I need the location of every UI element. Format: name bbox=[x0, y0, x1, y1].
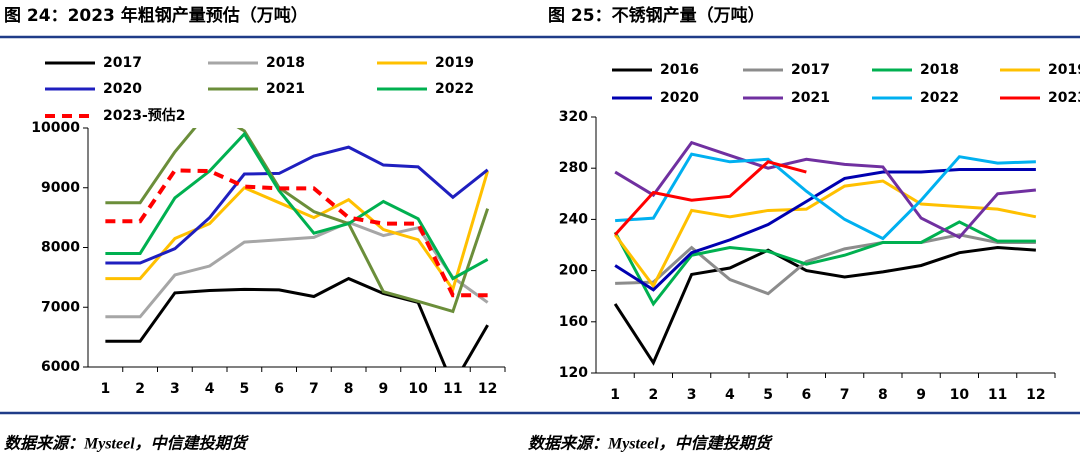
series-line bbox=[105, 168, 488, 298]
legend-label: 2020 bbox=[103, 81, 142, 97]
x-tick-label: 3 bbox=[687, 387, 697, 403]
legend-label: 2022 bbox=[435, 81, 474, 97]
series-line bbox=[614, 167, 1036, 292]
y-tick-label: 7000 bbox=[41, 299, 80, 315]
chart-title: 图 24：2023 年粗钢产量预估（万吨） bbox=[4, 5, 308, 26]
legend-label: 2017 bbox=[103, 55, 142, 71]
y-tick-label: 10000 bbox=[31, 120, 80, 136]
chart-title: 图 25：不锈钢产量（万吨） bbox=[548, 5, 765, 26]
series-line bbox=[105, 128, 490, 314]
series-line bbox=[613, 179, 1037, 289]
series-line bbox=[615, 152, 1036, 241]
x-tick-label: 5 bbox=[763, 387, 773, 403]
x-tick-label: 7 bbox=[309, 381, 319, 397]
series-line bbox=[105, 276, 489, 367]
plot-area bbox=[613, 140, 1037, 366]
y-tick-label: 320 bbox=[559, 109, 588, 125]
series-line bbox=[613, 220, 1036, 307]
legend-label: 2017 bbox=[791, 62, 830, 78]
series-line bbox=[105, 220, 489, 319]
legend-label: 2023 bbox=[1048, 90, 1080, 106]
x-tick-label: 3 bbox=[170, 381, 180, 397]
legend-label: 2021 bbox=[791, 90, 830, 106]
source: 数据来源：Mysteel，中信建投期货 bbox=[4, 435, 250, 453]
legend-label: 2018 bbox=[920, 62, 959, 78]
series-line bbox=[613, 246, 1036, 366]
x-tick-label: 6 bbox=[802, 387, 812, 403]
x-tick-label: 6 bbox=[274, 381, 284, 397]
legend-label: 2021 bbox=[266, 81, 305, 97]
legend-label: 2018 bbox=[266, 55, 305, 71]
x-tick-label: 2 bbox=[649, 387, 659, 403]
series-line bbox=[615, 233, 1036, 296]
legend-label: 2023-预估2 bbox=[103, 107, 186, 124]
series-line bbox=[614, 140, 1037, 240]
y-tick-label: 200 bbox=[559, 263, 588, 279]
x-tick-label: 2 bbox=[135, 381, 145, 397]
y-tick-label: 6000 bbox=[41, 359, 80, 375]
y-tick-label: 160 bbox=[559, 314, 588, 330]
y-tick-label: 9000 bbox=[41, 180, 80, 196]
x-tick-label: 4 bbox=[725, 387, 735, 403]
series-line bbox=[614, 160, 807, 236]
legend-label: 2020 bbox=[660, 90, 699, 106]
legend-label: 2019 bbox=[1048, 62, 1080, 78]
x-tick-label: 5 bbox=[240, 381, 250, 397]
x-tick-label: 7 bbox=[840, 387, 850, 403]
x-tick-label: 12 bbox=[478, 381, 497, 397]
x-tick-label: 11 bbox=[443, 381, 462, 397]
x-tick-label: 8 bbox=[344, 381, 354, 397]
y-tick-label: 120 bbox=[559, 365, 588, 381]
x-tick-label: 10 bbox=[950, 387, 970, 403]
plot-area bbox=[105, 128, 490, 367]
legend-label: 2019 bbox=[435, 55, 474, 71]
x-tick-label: 11 bbox=[988, 387, 1007, 403]
x-tick-label: 1 bbox=[101, 381, 111, 397]
x-tick-label: 9 bbox=[379, 381, 389, 397]
y-tick-label: 240 bbox=[559, 211, 588, 227]
x-tick-label: 9 bbox=[916, 387, 926, 403]
x-tick-label: 10 bbox=[408, 381, 428, 397]
x-tick-label: 12 bbox=[1026, 387, 1045, 403]
legend-label: 2022 bbox=[920, 90, 959, 106]
y-tick-label: 280 bbox=[559, 160, 588, 176]
series-line bbox=[105, 145, 489, 265]
x-tick-label: 8 bbox=[878, 387, 888, 403]
x-tick-label: 4 bbox=[205, 381, 215, 397]
y-tick-label: 8000 bbox=[41, 240, 80, 256]
legend-label: 2016 bbox=[660, 62, 699, 78]
x-tick-label: 1 bbox=[610, 387, 620, 403]
source: 数据来源：Mysteel，中信建投期货 bbox=[528, 435, 774, 453]
series-line bbox=[105, 131, 489, 281]
